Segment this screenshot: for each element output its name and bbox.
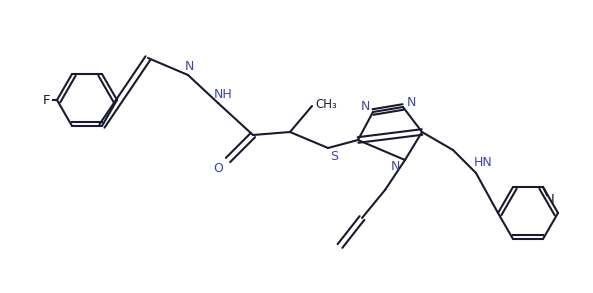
- Text: S: S: [330, 149, 338, 163]
- Text: N: N: [184, 59, 194, 72]
- Text: HN: HN: [474, 156, 492, 169]
- Text: N: N: [390, 161, 400, 173]
- Text: N: N: [406, 96, 416, 108]
- Text: F: F: [42, 93, 50, 106]
- Text: I: I: [551, 193, 555, 205]
- Text: NH: NH: [213, 88, 232, 100]
- Text: O: O: [213, 163, 223, 176]
- Text: CH₃: CH₃: [315, 98, 337, 112]
- Text: N: N: [361, 100, 369, 113]
